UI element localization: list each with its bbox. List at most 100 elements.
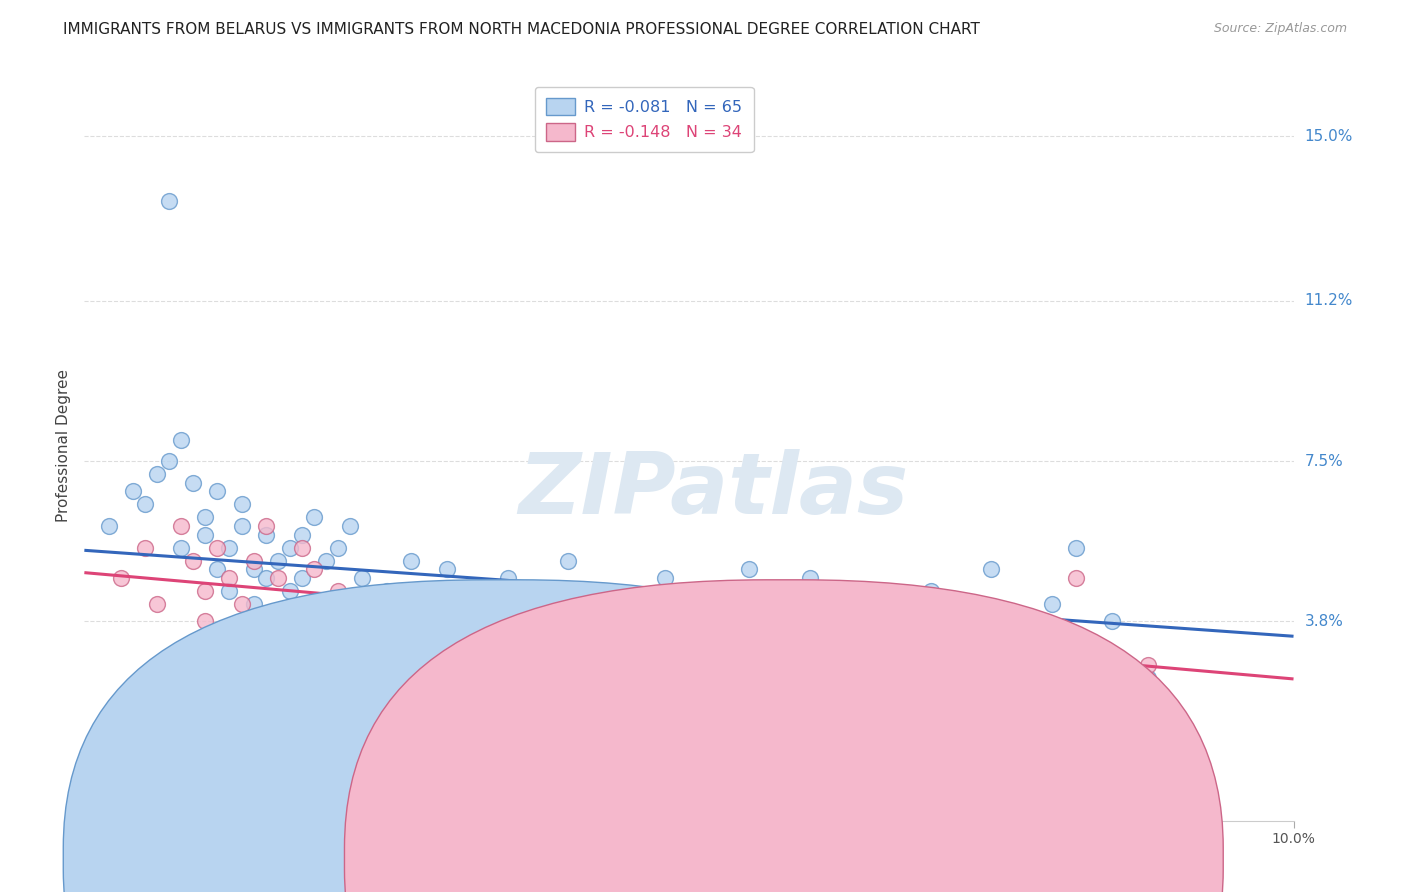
Point <box>799 571 821 585</box>
Point <box>472 584 495 599</box>
Point <box>654 571 676 585</box>
Point <box>859 606 882 620</box>
Y-axis label: Professional Degree: Professional Degree <box>56 369 72 523</box>
Point <box>738 615 761 629</box>
Point <box>231 736 253 750</box>
Point <box>315 554 337 568</box>
Point <box>267 627 290 641</box>
Point <box>1101 615 1123 629</box>
Point <box>859 640 882 655</box>
Point <box>339 519 361 533</box>
Legend: R = -0.081   N = 65, R = -0.148   N = 34: R = -0.081 N = 65, R = -0.148 N = 34 <box>534 87 754 152</box>
Point <box>207 484 229 499</box>
Point <box>302 562 325 576</box>
Point <box>1040 597 1063 611</box>
Point <box>134 498 156 512</box>
Point <box>170 433 193 447</box>
Text: Immigrants from North Macedonia: Immigrants from North Macedonia <box>801 858 1064 872</box>
Point <box>242 554 264 568</box>
Point <box>654 657 676 672</box>
Point <box>110 571 132 585</box>
Point <box>170 541 193 555</box>
Point <box>207 562 229 576</box>
Point <box>533 615 555 629</box>
Point <box>557 554 579 568</box>
Point <box>278 541 301 555</box>
Text: 7.5%: 7.5% <box>1305 454 1343 468</box>
Point <box>328 541 350 555</box>
Point <box>267 606 290 620</box>
Point <box>231 498 253 512</box>
Point <box>242 597 264 611</box>
Point <box>339 615 361 629</box>
Point <box>267 571 290 585</box>
Point <box>121 484 143 499</box>
Point <box>533 597 555 611</box>
Point <box>134 541 156 555</box>
Point <box>254 528 277 542</box>
Point <box>956 597 979 611</box>
Point <box>278 627 301 641</box>
Point <box>315 648 337 663</box>
Point <box>328 584 350 599</box>
Point <box>242 562 264 576</box>
Point <box>278 584 301 599</box>
Point <box>920 584 942 599</box>
Point <box>194 510 217 524</box>
Point <box>218 571 240 585</box>
Point <box>291 597 314 611</box>
Point <box>593 640 616 655</box>
Text: IMMIGRANTS FROM BELARUS VS IMMIGRANTS FROM NORTH MACEDONIA PROFESSIONAL DEGREE C: IMMIGRANTS FROM BELARUS VS IMMIGRANTS FR… <box>63 22 980 37</box>
Point <box>302 683 325 698</box>
Point <box>375 615 398 629</box>
Point <box>352 571 374 585</box>
Point <box>1064 571 1087 585</box>
Point <box>254 615 277 629</box>
Text: 15.0%: 15.0% <box>1305 128 1353 144</box>
Point <box>157 454 180 468</box>
Point <box>436 562 458 576</box>
Point <box>218 584 240 599</box>
Point <box>181 554 204 568</box>
Point <box>593 584 616 599</box>
Point <box>738 562 761 576</box>
Point <box>218 541 240 555</box>
Point <box>254 657 277 672</box>
Point <box>291 571 314 585</box>
Point <box>231 597 253 611</box>
Point <box>775 597 797 611</box>
Point <box>254 571 277 585</box>
Point <box>496 571 519 585</box>
Point <box>194 615 217 629</box>
Text: ZIPatlas: ZIPatlas <box>517 450 908 533</box>
Point <box>472 597 495 611</box>
Point <box>207 541 229 555</box>
Point <box>980 562 1002 576</box>
Point <box>617 597 640 611</box>
Point <box>436 648 458 663</box>
Point <box>97 519 120 533</box>
Point <box>146 467 169 482</box>
Point <box>714 606 737 620</box>
Point <box>170 519 193 533</box>
Point <box>267 554 290 568</box>
Text: 11.2%: 11.2% <box>1305 293 1353 309</box>
Text: Immigrants from Belarus: Immigrants from Belarus <box>534 858 725 872</box>
Point <box>1064 541 1087 555</box>
Point <box>194 584 217 599</box>
Point <box>231 519 253 533</box>
Point <box>254 519 277 533</box>
Point <box>399 554 422 568</box>
Point <box>291 541 314 555</box>
Text: Source: ZipAtlas.com: Source: ZipAtlas.com <box>1213 22 1347 36</box>
Point <box>291 528 314 542</box>
Point <box>157 194 180 209</box>
Point <box>278 671 301 685</box>
Point <box>315 606 337 620</box>
Point <box>412 584 434 599</box>
Point <box>1137 671 1160 685</box>
Point <box>194 528 217 542</box>
Point <box>181 475 204 490</box>
Point <box>328 701 350 715</box>
Point <box>207 727 229 741</box>
